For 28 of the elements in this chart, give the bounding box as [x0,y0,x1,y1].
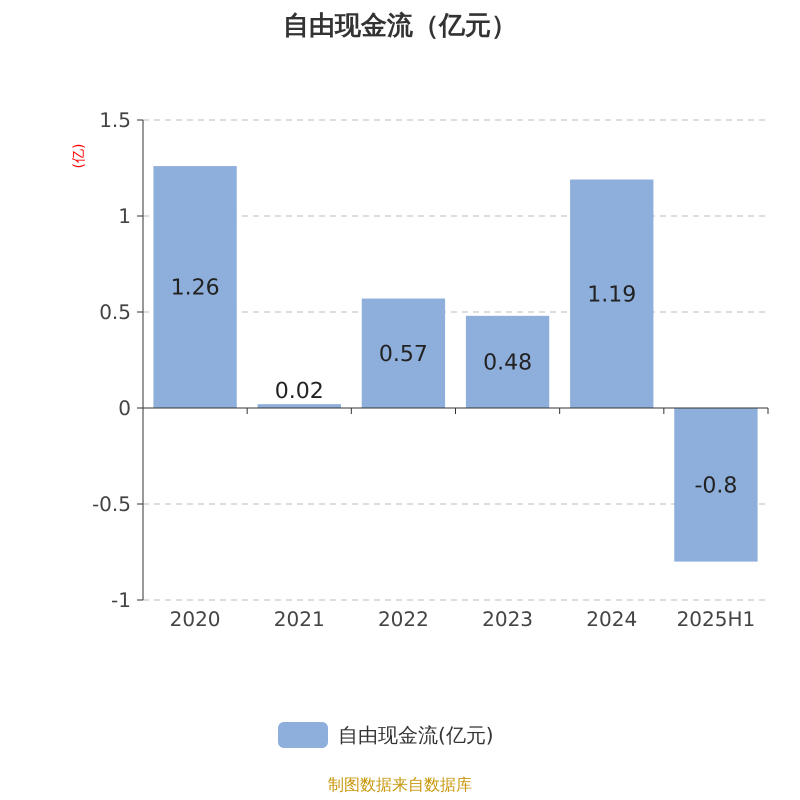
y-tick-label: 1.5 [99,108,131,132]
y-tick-label: 0 [118,396,131,420]
y-tick-label: 1 [118,204,131,228]
y-axis-title: (亿) [70,144,87,168]
legend-label: 自由现金流(亿元) [338,723,494,747]
x-tick-label: 2020 [170,607,221,631]
text: 制图数据来自数据库 [328,775,472,794]
data-label: 0.48 [483,350,532,376]
y-tick-label: -1 [111,588,131,612]
x-tick-label: 2024 [586,607,638,631]
x-tick-label: 2021 [274,607,325,631]
data-label: 0.57 [378,342,428,367]
x-tick-label: 2022 [378,607,429,631]
bar [674,408,758,562]
data-label: 1.19 [587,282,636,308]
y-tick-label: -0.5 [92,492,131,516]
bar [362,298,446,408]
bar [258,404,341,408]
y-tick-label: 0.5 [99,300,131,324]
x-tick-label: 2025H1 [676,607,756,631]
x-tick-label: 2023 [482,607,534,631]
bar [570,180,654,408]
data-label: -0.8 [694,474,738,498]
data-label: 0.02 [274,378,324,404]
chart-title: 自由现金流（亿元） [283,11,517,41]
data-label: 1.26 [170,276,220,301]
bar [153,166,237,408]
bar [466,316,550,408]
